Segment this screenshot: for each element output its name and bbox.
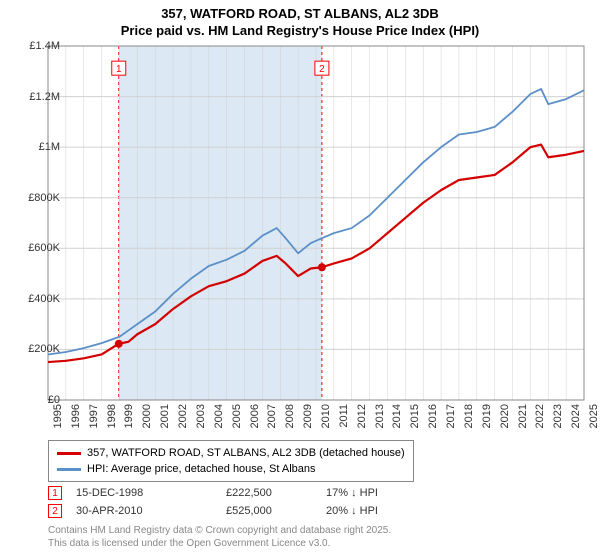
y-tick-label: £1M: [39, 141, 60, 153]
footer-line-1: Contains HM Land Registry data © Crown c…: [48, 524, 391, 537]
price-data-table: 1 15-DEC-1998£222,50017% ↓ HPI 2 30-APR-201…: [48, 484, 436, 520]
x-tick-label: 2004: [213, 404, 225, 428]
x-tick-label: 1997: [88, 404, 100, 428]
legend-swatch: [57, 452, 81, 455]
x-tick-label: 2022: [534, 404, 546, 428]
y-tick-label: £1.4M: [29, 40, 60, 52]
chart-plot-area: 12: [48, 46, 584, 400]
footer-line-2: This data is licensed under the Open Gov…: [48, 537, 391, 550]
x-tick-label: 2000: [141, 404, 153, 428]
x-tick-label: 1995: [52, 404, 64, 428]
footer-attribution: Contains HM Land Registry data © Crown c…: [48, 524, 391, 550]
row-price: £525,000: [226, 505, 326, 517]
legend-label: HPI: Average price, detached house, St A…: [87, 461, 316, 477]
x-tick-label: 2025: [588, 404, 600, 428]
x-tick-label: 2001: [159, 404, 171, 428]
y-tick-label: £400K: [28, 293, 60, 305]
x-tick-label: 2015: [409, 404, 421, 428]
row-price: £222,500: [226, 487, 326, 499]
x-tick-label: 2005: [231, 404, 243, 428]
y-tick-label: £200K: [28, 343, 60, 355]
x-tick-label: 2014: [391, 404, 403, 428]
x-tick-label: 2007: [266, 404, 278, 428]
x-tick-label: 1996: [70, 404, 82, 428]
x-tick-label: 2013: [374, 404, 386, 428]
legend: 357, WATFORD ROAD, ST ALBANS, AL2 3DB (d…: [48, 440, 414, 482]
x-tick-label: 2018: [463, 404, 475, 428]
row-vs-hpi: 20% ↓ HPI: [326, 505, 436, 517]
x-tick-label: 2003: [195, 404, 207, 428]
x-tick-label: 2006: [249, 404, 261, 428]
x-tick-label: 2016: [427, 404, 439, 428]
price-data-row: 1 15-DEC-1998£222,50017% ↓ HPI: [48, 484, 436, 502]
x-tick-label: 2020: [499, 404, 511, 428]
chart-container: 357, WATFORD ROAD, ST ALBANS, AL2 3DB Pr…: [0, 0, 600, 560]
y-tick-label: £600K: [28, 242, 60, 254]
chart-subtitle: Price paid vs. HM Land Registry's House …: [0, 23, 600, 38]
svg-text:2: 2: [319, 64, 325, 75]
title-block: 357, WATFORD ROAD, ST ALBANS, AL2 3DB Pr…: [0, 0, 600, 38]
x-tick-label: 2023: [552, 404, 564, 428]
svg-text:1: 1: [116, 64, 122, 75]
chart-title: 357, WATFORD ROAD, ST ALBANS, AL2 3DB: [0, 6, 600, 21]
x-tick-label: 2017: [445, 404, 457, 428]
x-tick-label: 2021: [517, 404, 529, 428]
x-tick-label: 2002: [177, 404, 189, 428]
x-tick-label: 2009: [302, 404, 314, 428]
x-tick-label: 2010: [320, 404, 332, 428]
legend-swatch: [57, 468, 81, 471]
y-tick-label: £800K: [28, 192, 60, 204]
y-tick-label: £1.2M: [29, 91, 60, 103]
legend-label: 357, WATFORD ROAD, ST ALBANS, AL2 3DB (d…: [87, 445, 405, 461]
x-tick-label: 2012: [356, 404, 368, 428]
row-marker-icon: 1: [48, 486, 62, 500]
row-date: 30-APR-2010: [76, 505, 226, 517]
x-tick-label: 2011: [338, 404, 350, 428]
legend-item: HPI: Average price, detached house, St A…: [57, 461, 405, 477]
chart-svg: 12: [48, 46, 584, 400]
x-tick-label: 1998: [106, 404, 118, 428]
row-vs-hpi: 17% ↓ HPI: [326, 487, 436, 499]
x-tick-label: 1999: [123, 404, 135, 428]
row-marker-icon: 2: [48, 504, 62, 518]
price-data-row: 2 30-APR-2010£525,00020% ↓ HPI: [48, 502, 436, 520]
x-tick-label: 2024: [570, 404, 582, 428]
row-date: 15-DEC-1998: [76, 487, 226, 499]
x-tick-label: 2008: [284, 404, 296, 428]
x-tick-label: 2019: [481, 404, 493, 428]
legend-item: 357, WATFORD ROAD, ST ALBANS, AL2 3DB (d…: [57, 445, 405, 461]
